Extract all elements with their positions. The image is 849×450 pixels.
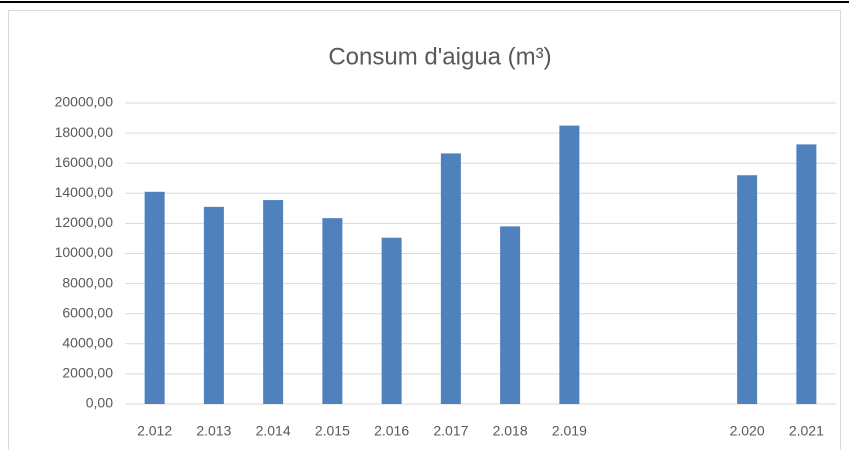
y-tick-label: 16000,00 (55, 154, 114, 170)
y-tick-label: 0,00 (86, 395, 113, 411)
bar (322, 218, 343, 404)
x-tick-label: 2.012 (137, 423, 172, 439)
y-tick-label: 4000,00 (62, 335, 113, 351)
x-tick-label: 2.017 (433, 423, 468, 439)
bar (559, 125, 580, 404)
bar (263, 200, 284, 404)
bar (381, 237, 402, 404)
x-tick-label: 2.014 (256, 423, 291, 439)
x-tick-label: 2.016 (374, 423, 409, 439)
y-tick-label: 18000,00 (55, 124, 114, 140)
y-tick-label: 12000,00 (55, 214, 114, 230)
y-tick-label: 2000,00 (62, 365, 113, 381)
bar (796, 144, 817, 404)
chart-frame (8, 10, 841, 450)
x-tick-label: 2.018 (493, 423, 528, 439)
x-tick-label: 2.013 (196, 423, 231, 439)
bar (737, 175, 758, 404)
bar (500, 226, 521, 404)
bar (440, 153, 461, 404)
bar (144, 191, 165, 404)
x-tick-label: 2.020 (730, 423, 765, 439)
y-tick-label: 8000,00 (62, 274, 113, 290)
x-tick-label: 2.021 (789, 423, 824, 439)
y-tick-label: 6000,00 (62, 304, 113, 320)
y-tick-label: 10000,00 (55, 244, 114, 260)
x-tick-label: 2.015 (315, 423, 350, 439)
y-tick-label: 14000,00 (55, 184, 114, 200)
x-tick-label: 2.019 (552, 423, 587, 439)
bar (203, 206, 224, 404)
y-tick-label: 20000,00 (55, 94, 114, 110)
chart-title: Consum d'aigua (m³) (328, 43, 551, 70)
